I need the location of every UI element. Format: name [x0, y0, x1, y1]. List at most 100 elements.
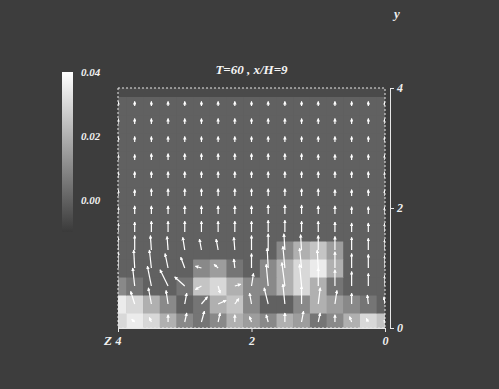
heat-cell	[260, 133, 277, 152]
vector-arrow	[351, 207, 352, 214]
heat-cell	[343, 97, 360, 116]
heat-cell	[360, 151, 377, 170]
heat-cell	[243, 97, 260, 116]
heat-cell	[360, 295, 377, 314]
vector-arrow	[318, 189, 319, 196]
heat-cell	[118, 259, 127, 278]
vector-arrow	[318, 102, 319, 107]
heat-cell	[377, 97, 385, 116]
heat-cell	[360, 133, 377, 152]
vector-arrow	[134, 119, 135, 124]
vector-arrow	[384, 275, 385, 286]
vector-arrow	[201, 102, 202, 107]
vector-arrow	[185, 313, 187, 322]
y-tick: 4	[390, 81, 403, 95]
heat-cell	[243, 277, 260, 296]
vector-arrow	[201, 189, 202, 196]
heat-cell	[118, 133, 127, 152]
vector-arrow	[351, 254, 352, 268]
heat-cell	[277, 313, 294, 328]
vector-arrow	[184, 102, 185, 107]
vector-arrow	[218, 137, 219, 142]
vector-arrow	[149, 318, 151, 323]
vector-arrow	[318, 172, 319, 178]
vector-arrow	[216, 239, 218, 250]
plot-background	[118, 88, 385, 328]
vector-arrow	[351, 237, 352, 250]
heat-cell	[118, 151, 127, 170]
heat-cell	[143, 277, 160, 296]
heat-cell	[327, 97, 344, 116]
heat-cell	[160, 169, 177, 188]
vector-arrow	[368, 238, 369, 250]
heat-cell	[176, 277, 193, 296]
vector-arrow	[251, 206, 252, 214]
vector-arrow	[218, 172, 219, 178]
vector-arrow	[334, 270, 335, 286]
vector-arrow	[251, 172, 252, 178]
vector-arrow	[151, 119, 152, 124]
heat-cell	[126, 205, 143, 224]
heat-cell	[360, 169, 377, 188]
vector-arrow	[368, 119, 369, 124]
vector-arrow	[167, 206, 168, 214]
heat-cell	[310, 313, 327, 328]
heat-cell	[118, 223, 127, 242]
vector-arrow	[368, 102, 369, 107]
vector-arrow	[184, 172, 185, 178]
heat-cell	[327, 187, 344, 206]
vector-arrow	[234, 189, 235, 196]
vector-arrow	[252, 273, 254, 286]
heat-cell	[210, 295, 227, 314]
vector-arrow	[235, 284, 241, 286]
vector-arrow	[151, 221, 152, 232]
vector-arrow	[251, 221, 252, 232]
vector-arrow	[151, 206, 152, 214]
heat-cell	[160, 277, 177, 296]
x-tick-label: 0	[383, 334, 389, 348]
heat-cell	[310, 169, 327, 188]
vector-arrow	[251, 154, 252, 160]
heat-cell	[343, 151, 360, 170]
vector-arrow	[165, 254, 168, 268]
x-tick-label: 4	[115, 334, 122, 348]
vector-arrow	[300, 248, 302, 268]
heat-cell	[277, 277, 294, 296]
heat-cell	[243, 295, 260, 314]
vector-arrow	[301, 205, 302, 214]
heat-cell	[143, 187, 160, 206]
y-tick-label: 4	[396, 81, 403, 95]
vector-arrow	[351, 102, 352, 107]
vector-arrow	[268, 172, 269, 178]
heat-cell	[293, 169, 310, 188]
vector-arrow	[251, 137, 252, 142]
vector-arrow	[301, 119, 302, 124]
vector-arrow	[201, 119, 202, 124]
vector-arrow	[184, 206, 185, 214]
vector-arrow	[334, 315, 335, 322]
vector-arrow	[301, 235, 302, 250]
heat-cell	[160, 133, 177, 152]
vector-arrow	[234, 137, 235, 142]
heat-cell	[118, 277, 127, 296]
vector-arrow	[234, 154, 235, 160]
vector-arrow	[134, 236, 135, 250]
heat-cell	[360, 115, 377, 134]
y-axis-line	[391, 89, 395, 329]
vector-arrow	[351, 293, 352, 304]
vector-arrow	[351, 272, 352, 286]
heat-cell	[293, 205, 310, 224]
heat-cell	[118, 313, 127, 328]
heat-cell	[226, 115, 243, 134]
heat-cell	[310, 115, 327, 134]
heat-cell	[327, 133, 344, 152]
heat-cell	[126, 169, 143, 188]
heat-cell	[377, 277, 385, 296]
heat-cell	[260, 169, 277, 188]
vector-arrow	[301, 172, 302, 178]
heat-cell	[293, 115, 310, 134]
y-tick-mark	[390, 88, 394, 89]
vector-arrow	[131, 291, 135, 304]
vector-arrow	[334, 137, 335, 142]
vector-arrow	[218, 300, 226, 304]
